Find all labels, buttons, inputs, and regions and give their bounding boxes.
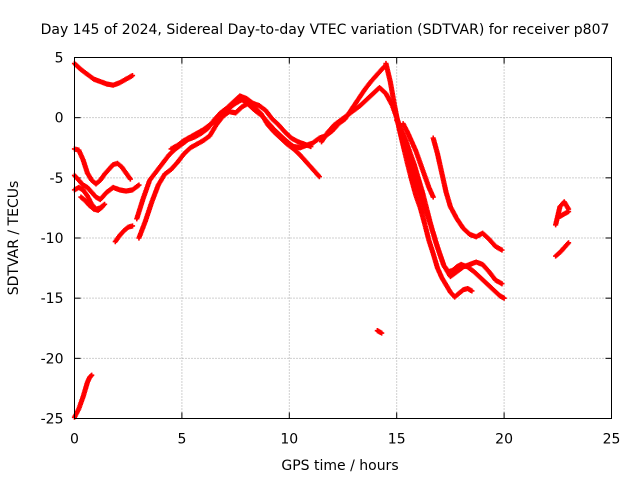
data-point [565, 208, 572, 215]
y-tick-label: 5 [55, 51, 64, 67]
data-point [316, 174, 322, 180]
series-arc-14 [400, 121, 436, 200]
y-tick-labels: 5 0 -5 -10 -15 -20 -25 [41, 51, 64, 428]
series-arc-06 [71, 372, 95, 420]
series-arc-18 [553, 240, 572, 259]
x-tick-label: 25 [603, 432, 621, 448]
series-arc-16 [374, 328, 385, 336]
data-point [379, 330, 385, 336]
data-point [136, 182, 142, 188]
x-tick-labels: 0 5 10 15 20 25 [70, 432, 620, 448]
series-arc-15 [430, 135, 505, 253]
series-arc-02 [71, 146, 133, 187]
series-arc-05 [78, 194, 106, 213]
y-tick-label: -15 [41, 291, 64, 307]
data-point [501, 295, 507, 301]
series-arc-19 [557, 208, 572, 219]
data-point [469, 288, 475, 294]
data-point [99, 204, 106, 210]
y-tick-label: -25 [41, 412, 64, 428]
data-point [499, 281, 505, 287]
data-point [129, 223, 136, 229]
x-tick-label: 15 [388, 432, 406, 448]
x-tick-label: 20 [495, 432, 513, 448]
y-axis-label: SDTVAR / TECUs [6, 181, 22, 296]
data-point [565, 240, 572, 246]
x-tick-label: 10 [280, 432, 298, 448]
x-tick-label: 0 [70, 432, 79, 448]
y-tick-label: -5 [50, 171, 64, 187]
series-arc-10 [168, 64, 387, 152]
data-point [127, 176, 133, 182]
plot-frame [74, 57, 612, 419]
data-point [499, 247, 505, 253]
x-axis-label: GPS time / hours [281, 458, 398, 474]
y-tick-label: -20 [41, 351, 64, 367]
y-tick-label: -10 [41, 231, 64, 247]
data-point [129, 72, 136, 79]
chart-title: Day 145 of 2024, Sidereal Day-to-day VTE… [41, 22, 610, 38]
series-arc-01 [71, 60, 136, 88]
series-arc-07 [112, 223, 136, 245]
x-tick-label: 5 [177, 432, 186, 448]
data-point [89, 372, 95, 378]
series-arc-17 [553, 199, 572, 228]
series-arc-13 [394, 117, 507, 301]
data-point [430, 194, 436, 200]
y-tick-label: 0 [55, 111, 64, 127]
